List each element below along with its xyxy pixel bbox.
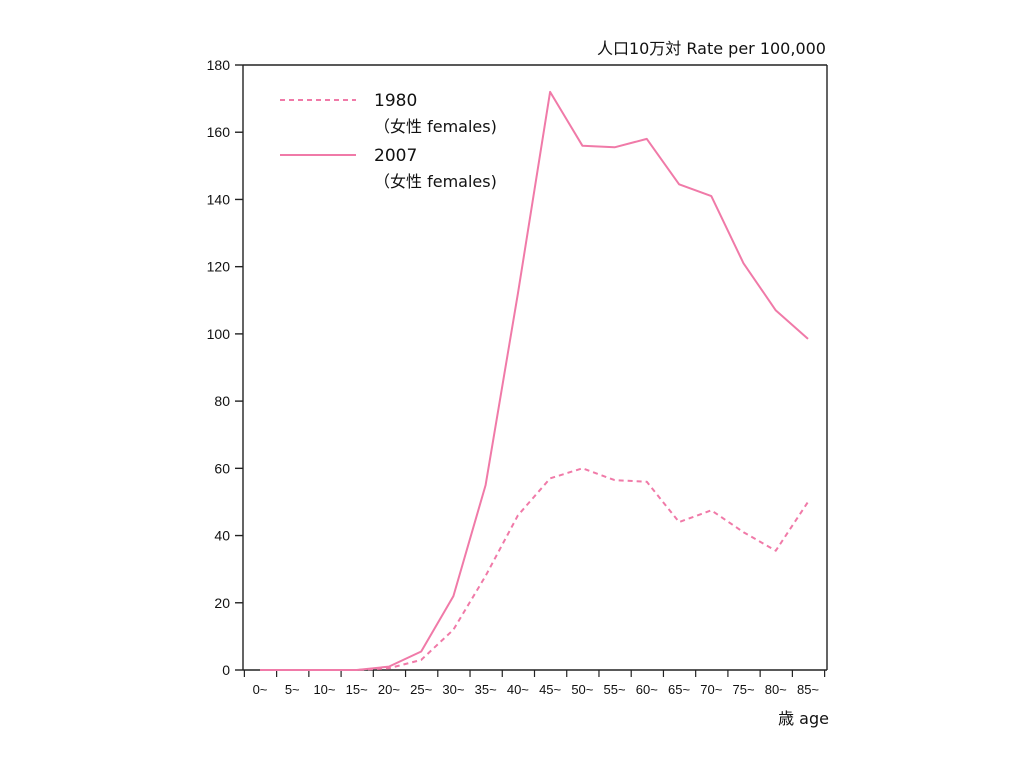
x-tick-label: 80~: [765, 682, 787, 697]
x-tick-label: 50~: [571, 682, 593, 697]
legend-label-2007: 2007: [374, 146, 417, 166]
y-tick-label: 80: [214, 393, 230, 409]
legend-sub-1980: （女性 females): [374, 117, 497, 136]
y-tick-label: 160: [207, 124, 231, 140]
x-tick-label: 10~: [313, 682, 335, 697]
x-tick-label: 45~: [539, 682, 561, 697]
legend-label-1980: 1980: [374, 91, 417, 111]
x-tick-label: 0~: [253, 682, 268, 697]
x-tick-label: 55~: [604, 682, 626, 697]
x-tick-label: 65~: [668, 682, 690, 697]
series-line-2007: [260, 90, 809, 671]
x-tick-label: 75~: [732, 682, 754, 697]
x-unit-label: 歳 age: [778, 709, 829, 728]
x-tick-label: 60~: [636, 682, 658, 697]
x-tick-label: 70~: [700, 682, 722, 697]
x-tick-label: 5~: [285, 682, 300, 697]
legend-sub-2007: （女性 females): [374, 172, 497, 191]
x-tick-label: 40~: [507, 682, 529, 697]
y-tick-label: 100: [207, 326, 231, 342]
series-layer: [260, 90, 809, 671]
y-tick-label: 180: [207, 57, 231, 73]
x-tick-label: 25~: [410, 682, 432, 697]
y-tick-label: 40: [214, 528, 230, 544]
x-tick-label: 15~: [346, 682, 368, 697]
y-tick-label: 20: [214, 595, 230, 611]
series-line-1980: [260, 467, 809, 671]
x-ticks: 0~ 5~ 10~ 15~ 20~ 25~ 30~ 35~ 40~ 45~ 50~ 55~ 60~ 65~…: [243, 670, 826, 697]
x-tick-label: 30~: [442, 682, 464, 697]
y-tick-label: 60: [214, 460, 230, 476]
y-tick-label: 0: [222, 662, 230, 678]
y-unit-label: 人口10万対 Rate per 100,000: [597, 39, 826, 58]
y-tick-label: 140: [207, 191, 231, 207]
x-tick-label: 35~: [475, 682, 497, 697]
y-ticks: 0 20 40 60 80 100 120 140 160 180: [207, 57, 243, 678]
x-tick-label: 85~: [797, 682, 819, 697]
legend: 1980 （女性 females) 2007 （女性 females): [280, 91, 497, 191]
y-tick-label: 120: [207, 259, 231, 275]
x-tick-label: 20~: [378, 682, 400, 697]
